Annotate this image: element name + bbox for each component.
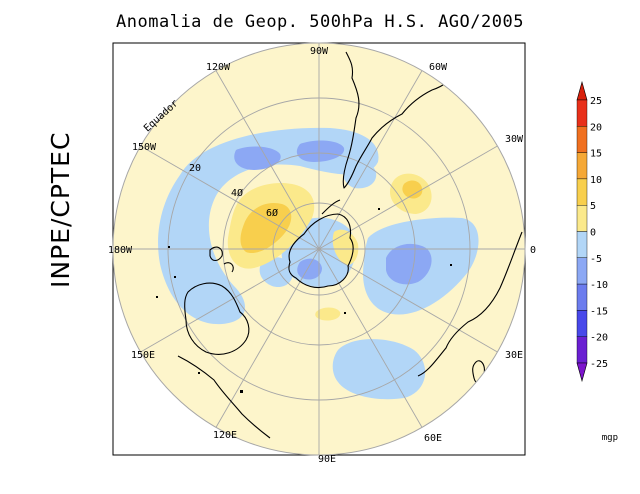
- legend-tick-label: 5: [590, 201, 596, 212]
- antarctica-coast: [288, 213, 354, 289]
- legend-tick-label: 10: [590, 175, 602, 186]
- legend-tick-label: 0: [590, 228, 596, 239]
- antarctic-peninsula: [321, 199, 341, 215]
- lon-label-30w: 30W: [505, 134, 524, 145]
- lon-label-150w: 150W: [132, 142, 157, 153]
- map-disc: [113, 43, 525, 455]
- strong-neg-pacific-1: [234, 146, 281, 170]
- legend-swatch: [576, 231, 588, 258]
- lon-label-60e: 60E: [424, 433, 442, 444]
- legend-bars: [576, 80, 588, 383]
- strong-pos-west: [240, 202, 292, 254]
- lat-label-20: 20: [189, 163, 201, 174]
- legend-swatch: [576, 178, 588, 206]
- legend-tick-label: -15: [590, 306, 608, 317]
- pos-area-south: [315, 307, 341, 321]
- australia-coast: [184, 282, 250, 355]
- legend-swatch: [576, 99, 588, 127]
- legend-tick-label: 20: [590, 122, 602, 133]
- longitude-labels: 90W 60W 120W 30W 150W 180W 0 150E 30E 12…: [108, 46, 536, 465]
- lon-label-0: 0: [530, 245, 536, 256]
- islands: [156, 208, 452, 393]
- coastlines: [177, 51, 523, 439]
- legend-swatch: [576, 126, 588, 153]
- legend-top-arrow: [576, 80, 588, 101]
- new-zealand: [209, 246, 223, 262]
- strong-positive-areas: [240, 180, 423, 254]
- lon-label-90e: 90E: [318, 454, 336, 465]
- legend-swatch: [576, 204, 588, 232]
- map-outline: [112, 42, 526, 456]
- map-title: Anomalia de Geop. 500hPa H.S. AGO/2005: [116, 12, 524, 32]
- lon-label-120e: 120E: [213, 430, 237, 441]
- lon-label-120w: 120W: [206, 62, 231, 73]
- color-legend: 25 20 15 10 5 0 -5 -10 -15 -20 -25 mgp: [576, 80, 618, 443]
- neg-area-pacific-arc: [158, 127, 379, 325]
- lon-label-180w: 180W: [108, 245, 133, 256]
- legend-tick-label: 15: [590, 149, 602, 160]
- strong-neg-atlantic: [386, 243, 432, 285]
- strong-negative-areas: [234, 140, 432, 285]
- new-zealand-south: [223, 262, 234, 273]
- strong-neg-pole: [297, 258, 322, 280]
- legend-tick-label: -25: [590, 359, 608, 370]
- graticule: [113, 43, 525, 455]
- lon-label-150e: 150E: [131, 350, 155, 361]
- strong-neg-pacific-2: [296, 140, 345, 162]
- lat-label-40: 4Ø: [231, 187, 243, 199]
- legend-tick-label: 25: [590, 96, 602, 107]
- legend-swatch: [576, 283, 588, 311]
- south-america-coast: [342, 51, 457, 189]
- neg-area-indian: [332, 339, 426, 400]
- lon-label-90w: 90W: [310, 46, 329, 57]
- legend-tick-label: -20: [590, 333, 608, 344]
- legend-unit: mgp: [602, 433, 618, 443]
- legend-bottom-arrow: [576, 362, 588, 383]
- lon-label-60w: 60W: [429, 62, 448, 73]
- legend-swatch: [576, 152, 588, 180]
- strong-pos-small: [402, 180, 423, 199]
- indonesia-coast: [177, 355, 271, 439]
- neg-area-drake: [343, 161, 377, 189]
- lat-label-60: 6Ø: [266, 207, 278, 219]
- lon-label-30e: 30E: [505, 350, 523, 361]
- legend-tick-label: -10: [590, 280, 608, 291]
- legend-labels: 25 20 15 10 5 0 -5 -10 -15 -20 -25: [590, 96, 608, 370]
- legend-swatch: [576, 310, 588, 337]
- meridian-30w-150e: [140, 145, 498, 353]
- legend-swatch: [576, 336, 588, 364]
- legend-swatch: [576, 257, 588, 285]
- legend-tick-label: -5: [590, 254, 602, 265]
- africa-coast: [417, 231, 523, 377]
